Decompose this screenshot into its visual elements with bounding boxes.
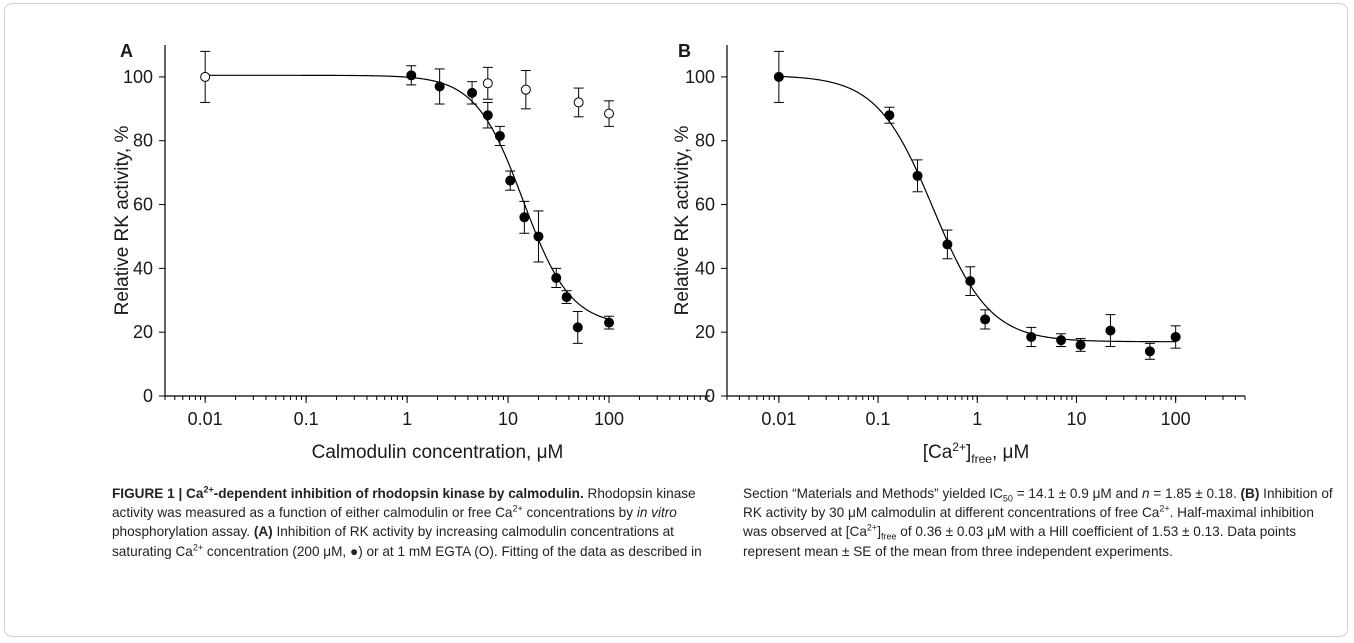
x-axis-title: [Ca2+]free, μM (923, 440, 1030, 466)
data-point (434, 81, 445, 92)
caption-text: of 0.36 ± 0.03 μM with a Hill coefficien… (743, 524, 1297, 559)
data-point (533, 231, 544, 242)
x-tick-label: 10 (498, 409, 518, 429)
y-tick-label: 100 (685, 67, 715, 87)
data-point (551, 272, 562, 283)
data-point (604, 317, 615, 328)
y-tick-label: 80 (695, 131, 715, 151)
y-tick-label: 60 (133, 195, 153, 215)
y-tick-label: 0 (705, 386, 715, 406)
caption-text: 2+ (203, 484, 214, 495)
data-point (482, 78, 493, 89)
caption-text: n (1141, 486, 1150, 501)
data-point (980, 314, 991, 325)
data-point (884, 110, 895, 121)
x-tick-label: 100 (1161, 409, 1191, 429)
caption-text: = 14.1 ± 0.9 μM and (1012, 486, 1142, 501)
data-point (773, 71, 784, 82)
x-tick-label: 10 (1066, 409, 1086, 429)
caption-text: (B) (1240, 486, 1260, 501)
x-tick-label: 1 (972, 409, 982, 429)
x-tick-label: 0.01 (188, 409, 223, 429)
data-point (1105, 325, 1116, 336)
caption-text: -dependent inhibition of rhodopsin kinas… (213, 486, 584, 501)
x-tick-label: 0.1 (294, 409, 319, 429)
caption-text: 2+ (866, 522, 878, 533)
x-tick-label: 100 (594, 409, 624, 429)
x-tick-label: 0.01 (761, 409, 796, 429)
caption-text: 50 (1002, 493, 1013, 504)
data-point (406, 70, 417, 81)
caption-text: in vitro (636, 505, 677, 521)
figure-caption: FIGURE 1 | Ca2+-dependent inhibition of … (112, 484, 1340, 561)
x-axis-title-part: [Ca (923, 442, 953, 463)
panel-label: B (678, 41, 691, 61)
caption-text: . Half-maximal inhibition was observed a… (743, 505, 1314, 540)
data-point (505, 175, 516, 186)
data-point (1075, 339, 1086, 350)
x-axis-title-part: ] (966, 442, 971, 463)
data-point (965, 276, 976, 287)
fit-curve (205, 74, 610, 320)
x-axis-title: Calmodulin concentration, μM (312, 442, 564, 463)
x-axis-title-part: 2+ (952, 440, 966, 454)
y-tick-label: 80 (133, 131, 153, 151)
x-axis-title-part: , μM (992, 442, 1029, 463)
caption-text: = 1.85 ± 0.18. (1149, 486, 1241, 501)
data-point (561, 292, 572, 303)
caption-text: 2+ (192, 542, 204, 553)
y-tick-label: 20 (695, 322, 715, 342)
data-point (1170, 331, 1181, 342)
data-point (200, 71, 211, 82)
y-axis-title: Relative RK activity, % (672, 126, 693, 316)
data-point (942, 239, 953, 250)
caption-text: free (880, 532, 897, 543)
data-point (519, 212, 530, 223)
y-tick-label: 60 (695, 195, 715, 215)
data-point (1026, 331, 1037, 342)
y-tick-label: 0 (143, 386, 153, 406)
data-point (482, 110, 493, 121)
caption-text: phosphorylation assay. (112, 524, 254, 540)
panel-label: A (120, 41, 133, 61)
caption-text: FIGURE 1 | Ca (112, 486, 204, 501)
caption-text: ] (877, 524, 881, 540)
x-tick-label: 1 (402, 409, 412, 429)
x-axis-title-part: free (971, 452, 992, 466)
caption-text: Inhibition of RK activity by increasing … (112, 524, 674, 559)
data-point (572, 322, 583, 333)
data-point (467, 87, 478, 98)
caption-text: concentration (200 μM, ●) or at 1 mM EGT… (203, 486, 1003, 559)
y-tick-label: 100 (123, 67, 153, 87)
data-point (604, 108, 615, 119)
caption-text: (A) (253, 524, 273, 540)
data-point (1056, 335, 1067, 346)
y-tick-label: 20 (133, 322, 153, 342)
y-tick-label: 40 (695, 258, 715, 278)
caption-text: Inhibition of RK activity by 30 μM calmo… (743, 486, 1333, 521)
caption-text: 2+ (1159, 503, 1170, 514)
caption-text: concentrations by (522, 505, 637, 521)
x-tick-label: 0.1 (866, 409, 891, 429)
y-tick-label: 40 (133, 258, 153, 278)
data-point (494, 130, 505, 141)
data-point (912, 170, 923, 181)
caption-text: Rhodopsin kinase activity was measured a… (112, 486, 696, 521)
y-axis-title: Relative RK activity, % (112, 126, 133, 316)
data-point (1144, 346, 1155, 357)
figure-frame (4, 3, 1348, 637)
data-point (573, 97, 584, 108)
fit-curve (778, 75, 1176, 343)
data-point (520, 84, 531, 95)
caption-text: 2+ (512, 503, 523, 514)
